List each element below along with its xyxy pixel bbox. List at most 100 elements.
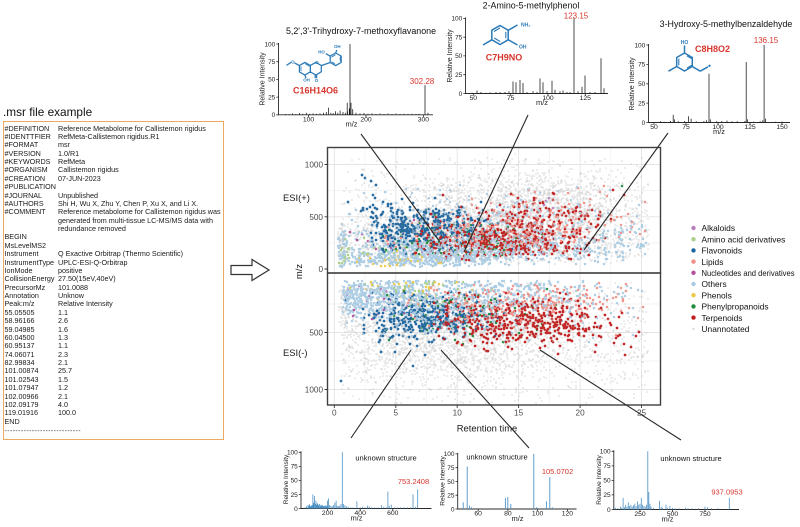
- svg-text:ESI(+): ESI(+): [283, 192, 310, 203]
- svg-text:0: 0: [459, 91, 463, 98]
- svg-text:120: 120: [562, 511, 574, 518]
- svg-text:500: 500: [667, 511, 679, 518]
- svg-text:200: 200: [360, 116, 372, 123]
- svg-text:3-Hydroxy-5-methylbenzaldehyde: 3-Hydroxy-5-methylbenzaldehyde: [660, 19, 793, 29]
- svg-text:Relative Intensity: Relative Intensity: [447, 29, 454, 83]
- svg-text:600: 600: [387, 510, 399, 517]
- svg-text:25: 25: [291, 492, 299, 499]
- svg-text:Unannotated: Unannotated: [702, 324, 750, 334]
- svg-text:Relative Intensity: Relative Intensity: [440, 456, 447, 506]
- svg-text:50: 50: [291, 478, 299, 485]
- svg-text:750: 750: [699, 511, 711, 518]
- svg-text:25: 25: [603, 492, 611, 499]
- svg-text:50: 50: [470, 95, 478, 102]
- svg-text:15: 15: [514, 409, 524, 418]
- svg-text:80: 80: [504, 511, 512, 518]
- svg-text:100: 100: [634, 42, 645, 49]
- svg-text:100: 100: [264, 41, 275, 48]
- svg-text:m/z: m/z: [511, 514, 523, 523]
- svg-text:100: 100: [444, 451, 455, 458]
- svg-text:unknown structure: unknown structure: [466, 453, 527, 462]
- svg-text:100: 100: [451, 16, 462, 23]
- svg-text:75: 75: [455, 35, 463, 42]
- svg-text:100: 100: [542, 95, 554, 102]
- svg-text:m/z: m/z: [345, 120, 357, 129]
- svg-text:100: 100: [287, 450, 298, 457]
- svg-text:Flavonoids: Flavonoids: [702, 246, 743, 256]
- svg-text:50: 50: [455, 53, 463, 60]
- svg-text:50: 50: [638, 81, 646, 88]
- svg-text:75: 75: [291, 464, 299, 471]
- svg-text:1000: 1000: [305, 161, 324, 170]
- svg-text:Lipids: Lipids: [702, 257, 724, 267]
- svg-text:Phenols: Phenols: [702, 290, 732, 300]
- svg-text:Retention time: Retention time: [457, 423, 517, 434]
- svg-text:100: 100: [532, 511, 544, 518]
- svg-text:125: 125: [580, 95, 592, 102]
- svg-text:75: 75: [682, 124, 690, 131]
- svg-text:100: 100: [712, 124, 724, 131]
- svg-text:m/z: m/z: [713, 127, 725, 136]
- svg-text:5: 5: [394, 409, 399, 418]
- svg-text:O: O: [291, 60, 295, 65]
- svg-text:500: 500: [309, 329, 323, 338]
- svg-text:m/z: m/z: [350, 514, 362, 523]
- svg-text:0: 0: [318, 265, 323, 274]
- svg-text:Others: Others: [702, 279, 727, 289]
- svg-text:unknown structure: unknown structure: [355, 454, 416, 463]
- svg-text:O: O: [315, 60, 319, 65]
- svg-text:Relative Intensity: Relative Intensity: [629, 57, 636, 111]
- svg-text:OH: OH: [334, 44, 341, 49]
- svg-text:m/z: m/z: [536, 98, 548, 107]
- svg-text:400: 400: [355, 510, 367, 517]
- svg-text:0: 0: [294, 506, 298, 513]
- svg-text:m/z: m/z: [661, 515, 673, 524]
- svg-text:0: 0: [272, 112, 276, 119]
- svg-text:Relative Intensity: Relative Intensity: [596, 455, 603, 505]
- svg-text:2-Amino-5-methylphenol: 2-Amino-5-methylphenol: [483, 1, 580, 11]
- svg-text:250: 250: [634, 511, 646, 518]
- svg-text:10: 10: [453, 409, 463, 418]
- svg-text:302.28: 302.28: [410, 77, 435, 86]
- svg-text:Nucleotides and derivatives: Nucleotides and derivatives: [702, 268, 795, 278]
- svg-text:50: 50: [268, 77, 276, 84]
- svg-text:Relative Intensity: Relative Intensity: [283, 454, 290, 504]
- svg-text:unknown structure: unknown structure: [660, 454, 721, 463]
- svg-text:HO: HO: [681, 40, 689, 46]
- svg-text:0: 0: [642, 120, 646, 127]
- svg-text:1000: 1000: [305, 386, 324, 395]
- svg-text:0: 0: [332, 409, 337, 418]
- svg-text:Phenylpropanoids: Phenylpropanoids: [702, 302, 769, 312]
- svg-text:200: 200: [322, 510, 334, 517]
- svg-text:136.15: 136.15: [754, 36, 779, 45]
- svg-text:150: 150: [776, 124, 788, 131]
- svg-text:25: 25: [447, 493, 455, 500]
- svg-text:m/z: m/z: [293, 264, 304, 279]
- svg-text:25: 25: [638, 100, 646, 107]
- svg-text:937.0953: 937.0953: [711, 488, 742, 497]
- svg-text:HO: HO: [318, 50, 325, 55]
- svg-text:50: 50: [447, 479, 455, 486]
- svg-text:25: 25: [268, 94, 276, 101]
- svg-text:75: 75: [447, 465, 455, 472]
- svg-text:75: 75: [507, 95, 515, 102]
- svg-text:100: 100: [600, 449, 611, 456]
- svg-text:75: 75: [603, 463, 611, 470]
- svg-text:100: 100: [303, 116, 315, 123]
- svg-text:0: 0: [451, 506, 455, 513]
- svg-text:50: 50: [650, 124, 658, 131]
- svg-text:75: 75: [268, 59, 276, 66]
- svg-text:ESI(-): ESI(-): [283, 347, 307, 358]
- svg-text:OH: OH: [519, 45, 527, 51]
- svg-text:75: 75: [638, 62, 646, 69]
- svg-text:123.15: 123.15: [564, 12, 589, 21]
- svg-text:20: 20: [576, 409, 586, 418]
- svg-text:Amino acid derivatives: Amino acid derivatives: [702, 234, 786, 244]
- svg-text:5,2',3'-Trihydroxy-7-methoxyfl: 5,2',3'-Trihydroxy-7-methoxyflavanone: [286, 26, 436, 36]
- svg-text:NH₂: NH₂: [521, 23, 530, 29]
- svg-text:753.2408: 753.2408: [398, 477, 429, 486]
- svg-text:105.0702: 105.0702: [542, 467, 573, 476]
- svg-text:25: 25: [455, 72, 463, 79]
- svg-text:0: 0: [607, 507, 611, 514]
- svg-text:C8H8O2: C8H8O2: [695, 44, 730, 54]
